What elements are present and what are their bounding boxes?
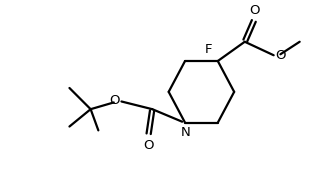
Text: O: O [276,49,286,62]
Text: O: O [249,4,260,17]
Text: O: O [143,139,154,152]
Text: F: F [204,43,212,56]
Text: O: O [109,94,120,107]
Text: N: N [181,125,191,138]
